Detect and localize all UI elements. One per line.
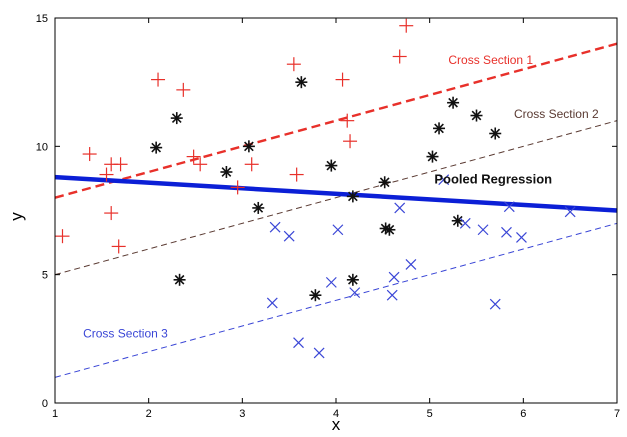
star-point-marker xyxy=(173,273,186,286)
y-tick-label: 5 xyxy=(42,270,48,282)
plus-point-marker xyxy=(335,72,350,87)
x-point-marker xyxy=(394,202,406,214)
x-point-marker xyxy=(438,174,450,186)
star-point-marker xyxy=(346,273,359,286)
x-point-marker xyxy=(293,337,304,349)
star-point-marker xyxy=(220,166,233,178)
data-points-layer xyxy=(55,18,576,359)
star-point-marker xyxy=(252,201,265,214)
x-point-marker xyxy=(283,230,295,242)
star-point-marker xyxy=(346,190,359,203)
plus-point-marker xyxy=(230,180,245,195)
cross-section-2-line xyxy=(54,120,618,276)
x-point-marker xyxy=(477,224,489,236)
x-tick-label: 2 xyxy=(146,408,152,420)
x-point-marker xyxy=(332,224,344,236)
cross-section-3-line xyxy=(54,222,618,378)
star-point-marker xyxy=(170,112,183,125)
x-point-marker xyxy=(269,221,281,233)
y-tick-label: 0 xyxy=(42,398,48,410)
star-point-marker xyxy=(150,141,163,154)
x-point-marker xyxy=(405,258,417,270)
x-tick-label: 1 xyxy=(52,408,58,420)
y-axis-label: y xyxy=(7,212,26,221)
cross-section-3-annotation: Cross Section 3 xyxy=(83,327,168,341)
y-tick-label: 10 xyxy=(36,141,48,153)
star-point-marker xyxy=(242,140,255,153)
x-point-marker xyxy=(564,206,576,218)
plus-point-marker xyxy=(286,57,301,72)
plus-point-marker xyxy=(113,157,128,172)
x-point-marker xyxy=(516,232,527,243)
star-point-marker xyxy=(489,127,502,140)
x-tick-label: 5 xyxy=(427,408,433,420)
x-point-marker xyxy=(349,287,361,299)
plus-point-marker xyxy=(186,149,201,164)
x-point-marker xyxy=(313,347,325,359)
plus-point-marker xyxy=(99,167,114,182)
plus-point-marker xyxy=(399,18,414,33)
annotations-layer: Cross Section 1 Cross Section 2 Pooled Reg… xyxy=(83,53,599,340)
x-point-marker xyxy=(501,226,512,238)
x-point-marker xyxy=(266,297,278,309)
star-point-marker xyxy=(451,214,464,227)
pooled-regression-annotation: Pooled Regression xyxy=(434,172,552,187)
star-point-marker xyxy=(378,176,391,189)
x-tick-label: 6 xyxy=(520,408,526,420)
star-point-marker xyxy=(295,76,308,89)
x-axis-label: x xyxy=(332,415,341,432)
plus-point-marker xyxy=(55,229,70,244)
cross-section-2-annotation: Cross Section 2 xyxy=(514,107,599,121)
star-point-marker xyxy=(426,150,439,163)
plus-point-marker xyxy=(176,82,191,97)
y-tick-label: 15 xyxy=(36,13,48,25)
x-point-marker xyxy=(489,298,501,310)
star-point-marker xyxy=(383,223,396,236)
plot-frame xyxy=(54,17,618,404)
x-tick-label: 3 xyxy=(239,408,245,420)
x-point-marker xyxy=(503,201,515,213)
x-point-marker xyxy=(325,276,337,288)
plus-point-marker xyxy=(392,49,407,64)
star-point-marker xyxy=(470,109,483,122)
plus-point-marker xyxy=(289,167,304,182)
regression-lines-layer xyxy=(54,42,618,378)
plus-point-marker xyxy=(340,113,355,128)
star-point-marker xyxy=(309,289,322,302)
pooled-regression-line xyxy=(54,174,618,213)
plus-point-marker xyxy=(193,157,208,172)
x-point-marker xyxy=(459,217,471,229)
plus-point-marker xyxy=(151,72,166,87)
star-point-marker xyxy=(447,96,460,109)
axes-layer: 1 2 3 4 5 6 7 0 5 10 15 x y xyxy=(7,13,620,434)
star-point-marker xyxy=(325,159,338,172)
plus-point-marker xyxy=(343,134,358,149)
plus-point-marker xyxy=(104,206,119,221)
plus-point-marker xyxy=(82,147,97,162)
cross-section-1-annotation: Cross Section 1 xyxy=(448,53,533,67)
plus-point-marker xyxy=(244,157,259,172)
x-tick-label: 4 xyxy=(333,408,339,420)
x-tick-label: 7 xyxy=(614,408,620,420)
x-point-marker xyxy=(386,289,398,301)
star-point-marker xyxy=(433,122,446,135)
x-point-marker xyxy=(388,271,400,283)
plus-point-marker xyxy=(111,239,126,254)
